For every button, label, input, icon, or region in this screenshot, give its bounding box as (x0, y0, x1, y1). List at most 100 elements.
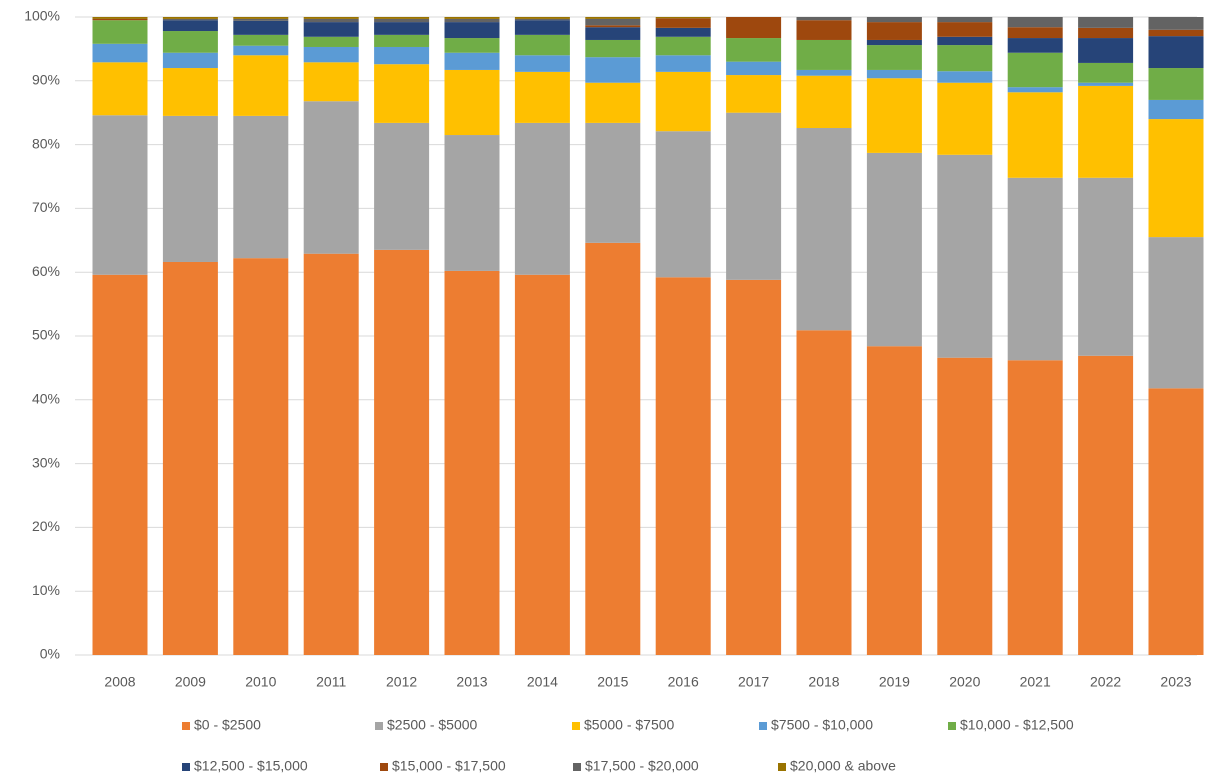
bar-segment (655, 17, 711, 19)
bar-segment (585, 25, 641, 28)
bar-segment (514, 17, 570, 19)
x-tick-label: 2022 (1090, 674, 1121, 690)
x-tick-label: 2018 (808, 674, 839, 690)
bar-segment (1078, 177, 1134, 356)
bar-segment (1007, 27, 1063, 39)
bar-segment (1078, 355, 1134, 655)
x-tick-label: 2013 (456, 674, 487, 690)
bar-segment (937, 154, 993, 358)
bar-segment (303, 36, 359, 47)
bar-segment (1078, 17, 1134, 28)
y-tick-label: 50% (32, 327, 60, 343)
bar-segment (1078, 85, 1134, 178)
bar-segment (514, 122, 570, 275)
bar-segment (92, 43, 148, 63)
bar-segment (514, 71, 570, 123)
bar-segment (162, 18, 218, 21)
bar-segment (303, 253, 359, 655)
bar-segment (726, 279, 782, 655)
legend-swatch (380, 763, 388, 771)
bar-segment (937, 357, 993, 655)
bar-segment (937, 71, 993, 83)
bar-segment (92, 18, 148, 21)
bar-segment (866, 39, 922, 46)
legend-label: $2500 - $5000 (387, 717, 478, 733)
bar-segment (866, 152, 922, 347)
bar-segment (1007, 17, 1063, 28)
legend-swatch (948, 722, 956, 730)
bar-segment (303, 22, 359, 37)
bar-segment (303, 18, 359, 23)
bar-segment (233, 55, 289, 116)
bar-segment (585, 242, 641, 656)
bar-segment (303, 17, 359, 19)
bar-segment (796, 75, 852, 129)
bar-segment (514, 274, 570, 655)
bar-segment (726, 38, 782, 62)
bar-segment (374, 22, 430, 35)
bar-segment (233, 20, 289, 35)
x-tick-label: 2015 (597, 674, 628, 690)
x-tick-label: 2009 (175, 674, 206, 690)
bar-segment (585, 27, 641, 40)
bar-segment (444, 270, 500, 655)
legend-label: $0 - $2500 (194, 717, 261, 733)
bar-segment (655, 131, 711, 278)
x-tick-label: 2019 (879, 674, 910, 690)
bar-segment (514, 55, 570, 72)
bar-segment (374, 64, 430, 123)
bar-segment (937, 45, 993, 72)
bar-segment (1007, 87, 1063, 93)
bar-segment (937, 82, 993, 155)
bar-segment (444, 38, 500, 53)
bar-segment (374, 46, 430, 65)
bar-segment (866, 69, 922, 79)
legend-swatch (778, 763, 786, 771)
bar-segment (444, 22, 500, 39)
x-tick-label: 2021 (1020, 674, 1051, 690)
y-tick-label: 20% (32, 518, 60, 534)
legend-label: $10,000 - $12,500 (960, 717, 1074, 733)
bar-segment (585, 39, 641, 58)
bar-segment (303, 101, 359, 254)
legend-label: $17,500 - $20,000 (585, 758, 699, 774)
bar-segment (374, 249, 430, 655)
bar-segment (655, 277, 711, 655)
bar-segment (92, 17, 148, 19)
bar-segment (1078, 27, 1134, 39)
legend-label: $12,500 - $15,000 (194, 758, 308, 774)
bar-segment (1148, 99, 1204, 120)
bar-segment (1078, 62, 1134, 83)
bar-segment (1007, 92, 1063, 178)
bar-segment (937, 36, 993, 46)
bar-segment (937, 17, 993, 23)
bar-segment (374, 34, 430, 47)
bar-segment (796, 20, 852, 40)
bar-segment (585, 82, 641, 123)
x-tick-label: 2020 (949, 674, 980, 690)
bar-segment (655, 18, 711, 28)
x-tick-label: 2016 (668, 674, 699, 690)
bar-segment (1007, 177, 1063, 361)
bar-segment (1148, 17, 1204, 30)
bar-segment (514, 20, 570, 35)
bar-segment (303, 46, 359, 63)
bar-segment (162, 31, 218, 53)
x-tick-label: 2014 (527, 674, 558, 690)
legend-swatch (182, 763, 190, 771)
bar-segment (1148, 68, 1204, 100)
bar-segment (866, 346, 922, 655)
bar-segment (233, 258, 289, 655)
bar-segment (514, 18, 570, 21)
bar-segment (655, 71, 711, 132)
bar-segment (937, 22, 993, 37)
bar-segment (92, 115, 148, 275)
bar-segment (1148, 36, 1204, 69)
bar-segment (1148, 119, 1204, 238)
bar-segment (866, 45, 922, 70)
legend-swatch (573, 763, 581, 771)
legend-label: $7500 - $10,000 (771, 717, 873, 733)
bar-segment (1148, 388, 1204, 655)
bar-segment (796, 330, 852, 655)
